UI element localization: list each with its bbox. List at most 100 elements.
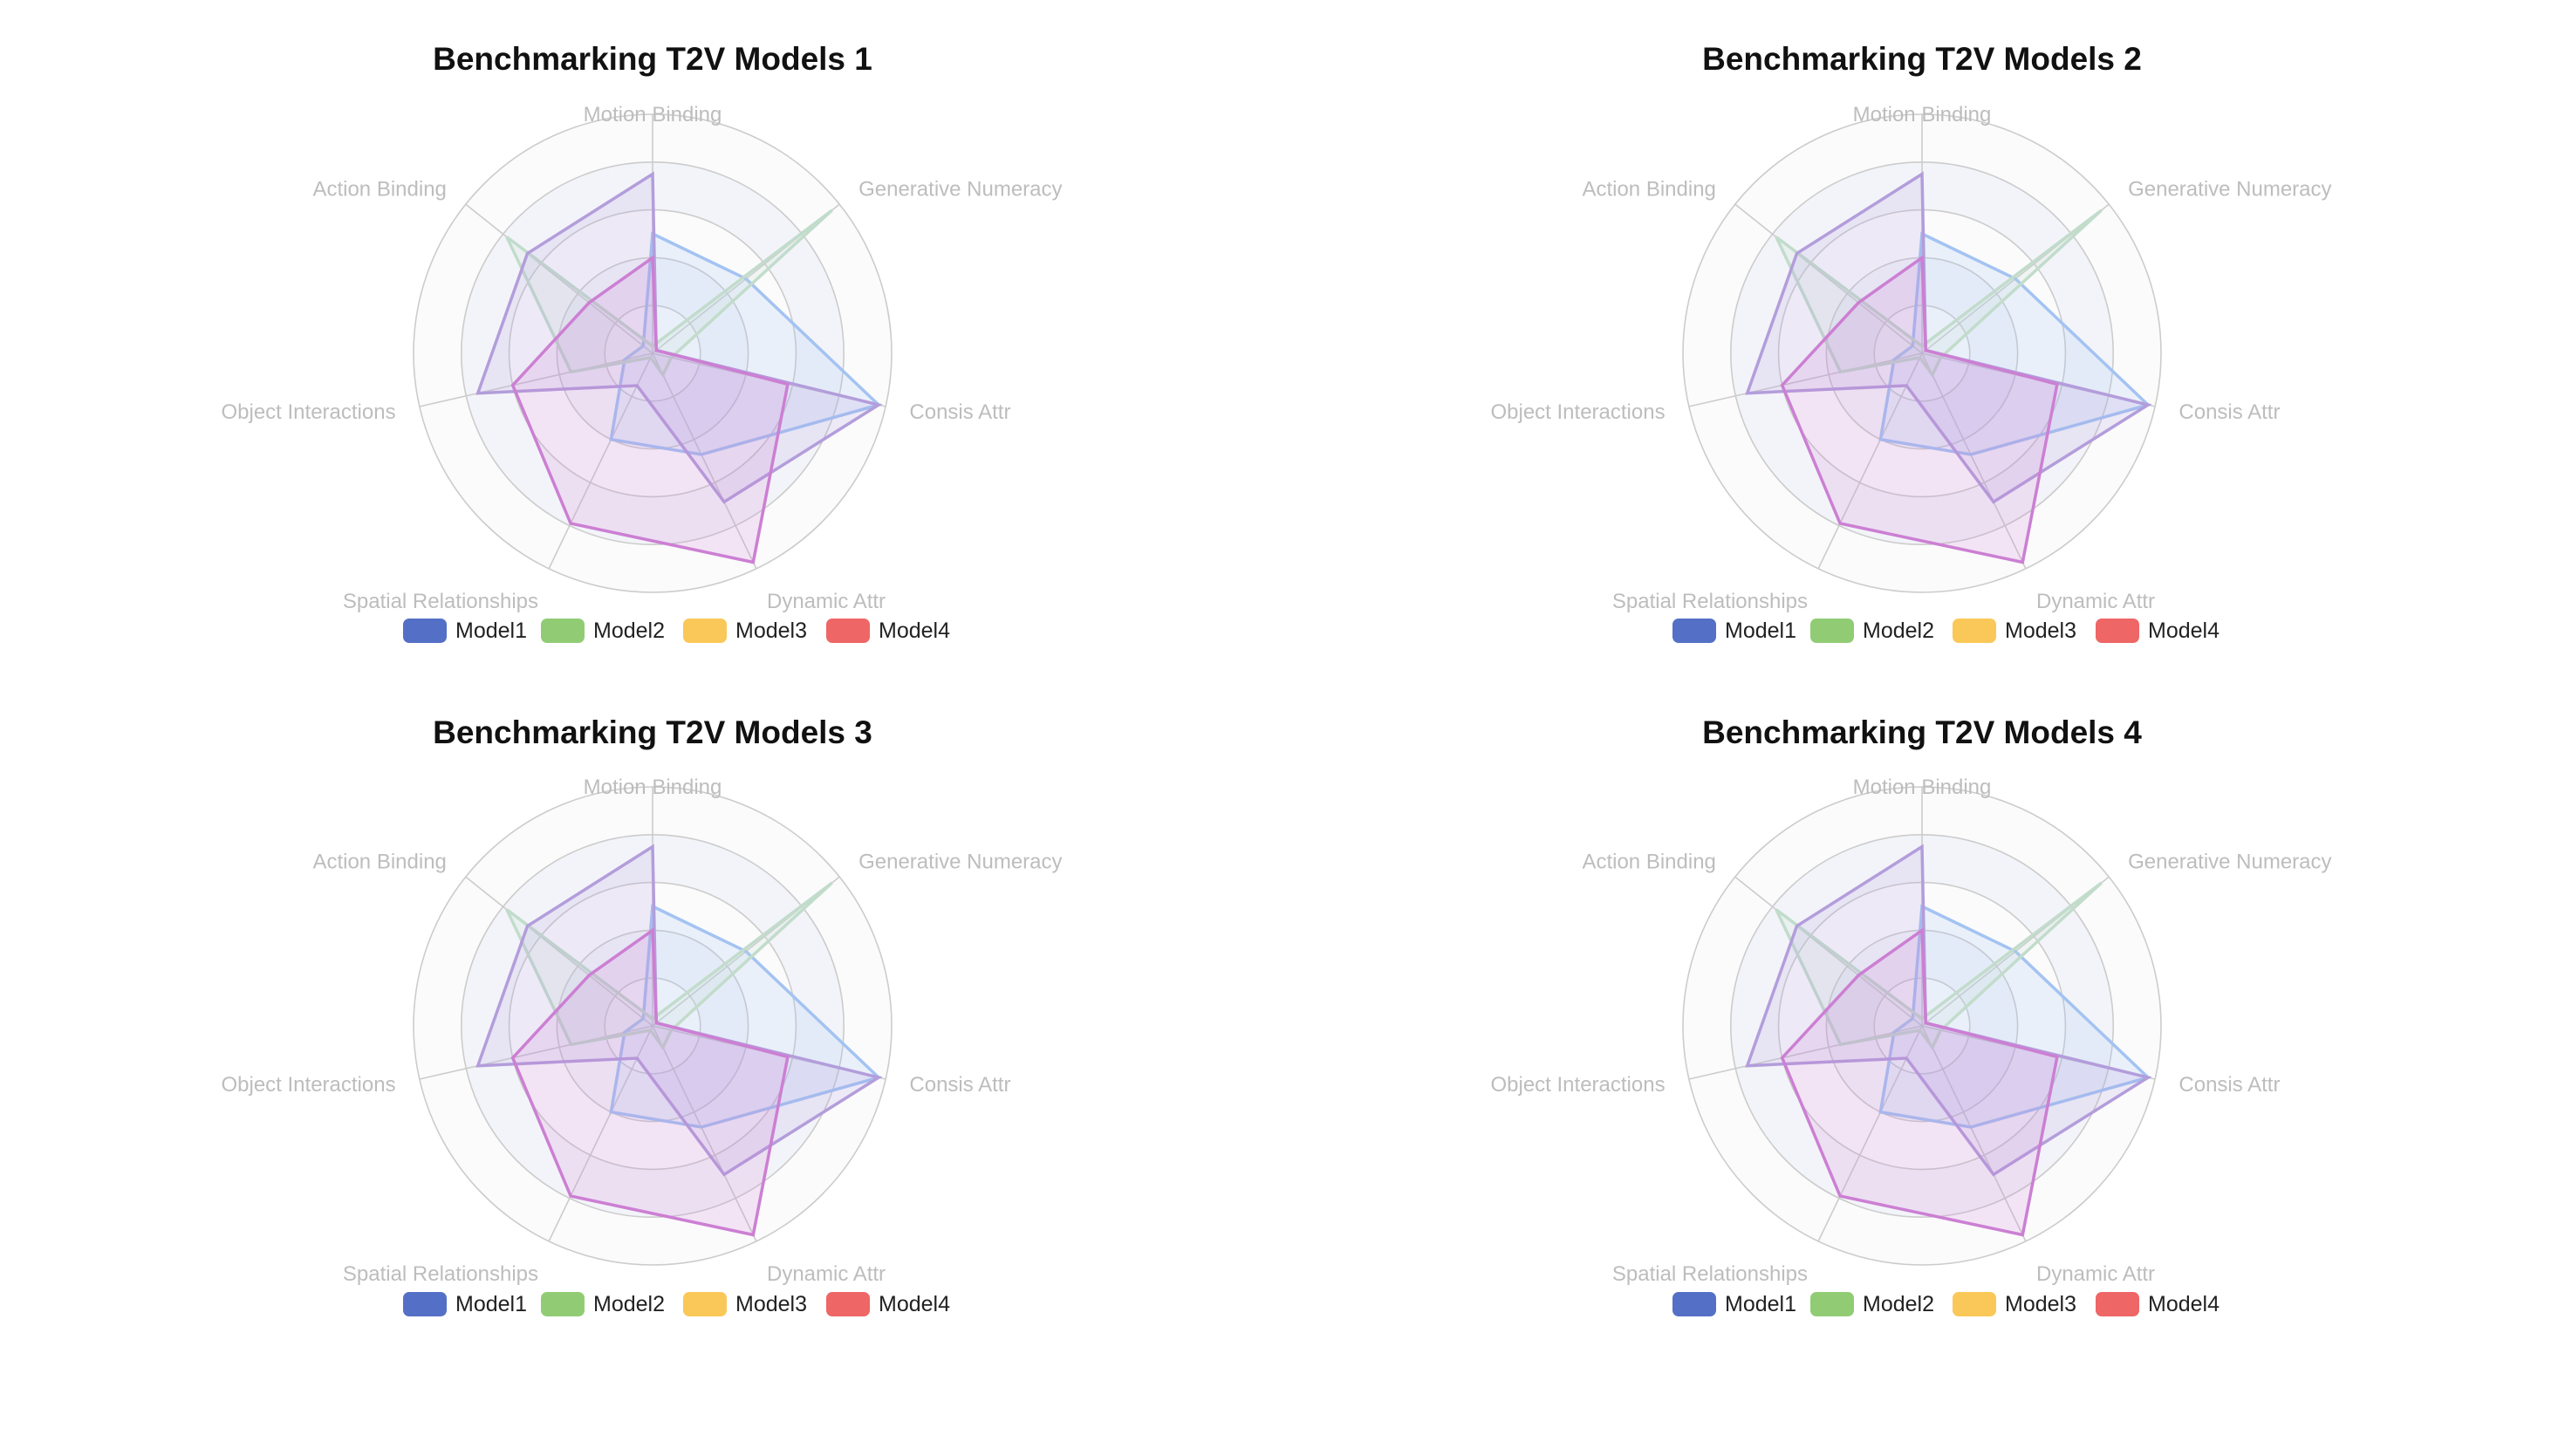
legend-swatch[interactable] — [403, 1292, 447, 1316]
radar-axis-line — [652, 1025, 757, 1242]
indicator-label: Generative Numeracy — [858, 178, 1062, 202]
legend-label[interactable]: Model2 — [593, 1292, 665, 1316]
legend-item-model2[interactable]: Model2 — [541, 1292, 665, 1316]
legend-label[interactable]: Model3 — [2005, 1292, 2076, 1316]
radar-axis-line — [1734, 203, 1923, 354]
legend-label[interactable]: Model2 — [1863, 1292, 1934, 1316]
chart-title: Benchmarking T2V Models 3 — [433, 714, 872, 750]
legend: Model1 Model2 Model3 Model4 — [403, 619, 950, 643]
legend-swatch[interactable] — [826, 619, 870, 643]
legend-swatch[interactable] — [683, 619, 727, 643]
radar-chart-1: Motion Binding Generative Numeracy Consis … — [221, 41, 1063, 643]
series-model2-polygon — [505, 881, 833, 1051]
legend-item-model1[interactable]: Model1 — [403, 619, 527, 643]
radar-chart-4: Motion Binding Generative Numeracy Consis … — [1490, 714, 2332, 1316]
legend-swatch[interactable] — [541, 619, 585, 643]
legend-label[interactable]: Model2 — [1863, 619, 1934, 643]
chart-title: Benchmarking T2V Models 1 — [433, 41, 872, 77]
indicator-label: Action Binding — [312, 851, 446, 874]
legend-item-model4[interactable]: Model4 — [2096, 619, 2220, 643]
indicator-label: Generative Numeracy — [2128, 851, 2331, 874]
legend-label[interactable]: Model1 — [455, 1292, 527, 1316]
series-model1-polygon — [609, 904, 882, 1129]
radar-axis-line — [1817, 1025, 1923, 1242]
series-model4-polygon — [510, 255, 790, 564]
legend: Model1 Model2 Model3 Model4 — [1672, 1292, 2220, 1316]
legend-swatch[interactable] — [2096, 1292, 2139, 1316]
legend-swatch[interactable] — [541, 1292, 585, 1316]
indicator-label: Dynamic Attr — [767, 590, 886, 613]
legend: Model1 Model2 Model3 Model4 — [1672, 619, 2220, 643]
radar-axis-line — [548, 1025, 653, 1242]
legend-label[interactable]: Model1 — [1725, 1292, 1796, 1316]
legend-item-model3[interactable]: Model3 — [683, 619, 807, 643]
indicator-label: Consis Attr — [909, 400, 1010, 424]
radar-axis-line — [1921, 1025, 2027, 1242]
indicator-label: Spatial Relationships — [343, 590, 538, 613]
series-model4-polygon — [510, 927, 790, 1237]
radar-axis-line — [1734, 876, 1923, 1027]
indicator-label: Consis Attr — [2179, 400, 2280, 424]
legend-label[interactable]: Model2 — [593, 619, 665, 643]
indicator-label: Spatial Relationships — [1612, 590, 1808, 613]
indicator-label: Dynamic Attr — [2036, 1262, 2155, 1286]
legend: Model1 Model2 Model3 Model4 — [403, 1292, 950, 1316]
legend-swatch[interactable] — [1672, 619, 1716, 643]
legend-label[interactable]: Model4 — [879, 1292, 950, 1316]
legend-swatch[interactable] — [1672, 1292, 1716, 1316]
radar-axis-line — [419, 352, 653, 407]
legend-swatch[interactable] — [826, 1292, 870, 1316]
legend-swatch[interactable] — [403, 619, 447, 643]
series-model1-polygon — [1878, 904, 2151, 1129]
legend-item-model4[interactable]: Model4 — [826, 619, 950, 643]
legend-label[interactable]: Model3 — [735, 1292, 807, 1316]
legend-swatch[interactable] — [2096, 619, 2139, 643]
chart-title: Benchmarking T2V Models 2 — [1702, 41, 2142, 77]
legend-swatch[interactable] — [1953, 619, 1996, 643]
legend-label[interactable]: Model3 — [2005, 619, 2076, 643]
legend-item-model4[interactable]: Model4 — [2096, 1292, 2220, 1316]
legend-item-model1[interactable]: Model1 — [1672, 619, 1796, 643]
indicator-label: Dynamic Attr — [2036, 590, 2155, 613]
series-model1-polygon — [609, 231, 882, 456]
indicator-label: Object Interactions — [1490, 400, 1665, 424]
legend-swatch[interactable] — [1810, 619, 1854, 643]
legend-label[interactable]: Model4 — [2148, 619, 2220, 643]
radar-chart-3: Motion Binding Generative Numeracy Consis … — [221, 714, 1063, 1316]
legend-item-model1[interactable]: Model1 — [1672, 1292, 1796, 1316]
legend-item-model2[interactable]: Model2 — [1810, 619, 1934, 643]
radar-axis-line — [419, 1025, 653, 1080]
legend-swatch[interactable] — [1953, 1292, 1996, 1316]
legend-swatch[interactable] — [683, 1292, 727, 1316]
legend-label[interactable]: Model4 — [879, 619, 950, 643]
legend-item-model4[interactable]: Model4 — [826, 1292, 950, 1316]
radar-axis-line — [652, 352, 757, 570]
indicator-label: Motion Binding — [1853, 776, 1992, 799]
indicator-label: Object Interactions — [221, 400, 395, 424]
legend-label[interactable]: Model1 — [1725, 619, 1796, 643]
legend-swatch[interactable] — [1810, 1292, 1854, 1316]
indicator-label: Motion Binding — [584, 103, 722, 126]
radar-axis-line — [548, 352, 653, 570]
indicator-label: Generative Numeracy — [858, 851, 1062, 874]
legend-item-model2[interactable]: Model2 — [541, 619, 665, 643]
indicator-label: Generative Numeracy — [2128, 178, 2331, 202]
legend-item-model1[interactable]: Model1 — [403, 1292, 527, 1316]
legend-item-model3[interactable]: Model3 — [1953, 1292, 2076, 1316]
legend-label[interactable]: Model3 — [735, 619, 807, 643]
chart-title: Benchmarking T2V Models 4 — [1702, 714, 2142, 750]
indicator-label: Consis Attr — [2179, 1073, 2280, 1097]
legend-item-model3[interactable]: Model3 — [683, 1292, 807, 1316]
series-model2-polygon — [1775, 881, 2103, 1051]
indicator-label: Action Binding — [312, 178, 446, 202]
legend-item-model2[interactable]: Model2 — [1810, 1292, 1934, 1316]
series-model1-polygon — [1878, 231, 2151, 456]
legend-label[interactable]: Model4 — [2148, 1292, 2220, 1316]
legend-item-model3[interactable]: Model3 — [1953, 619, 2076, 643]
legend-label[interactable]: Model1 — [455, 619, 527, 643]
radar-axis-line — [1817, 352, 1923, 570]
indicator-label: Spatial Relationships — [343, 1262, 538, 1286]
radar-chart-2: Motion Binding Generative Numeracy Consis … — [1490, 41, 2332, 643]
